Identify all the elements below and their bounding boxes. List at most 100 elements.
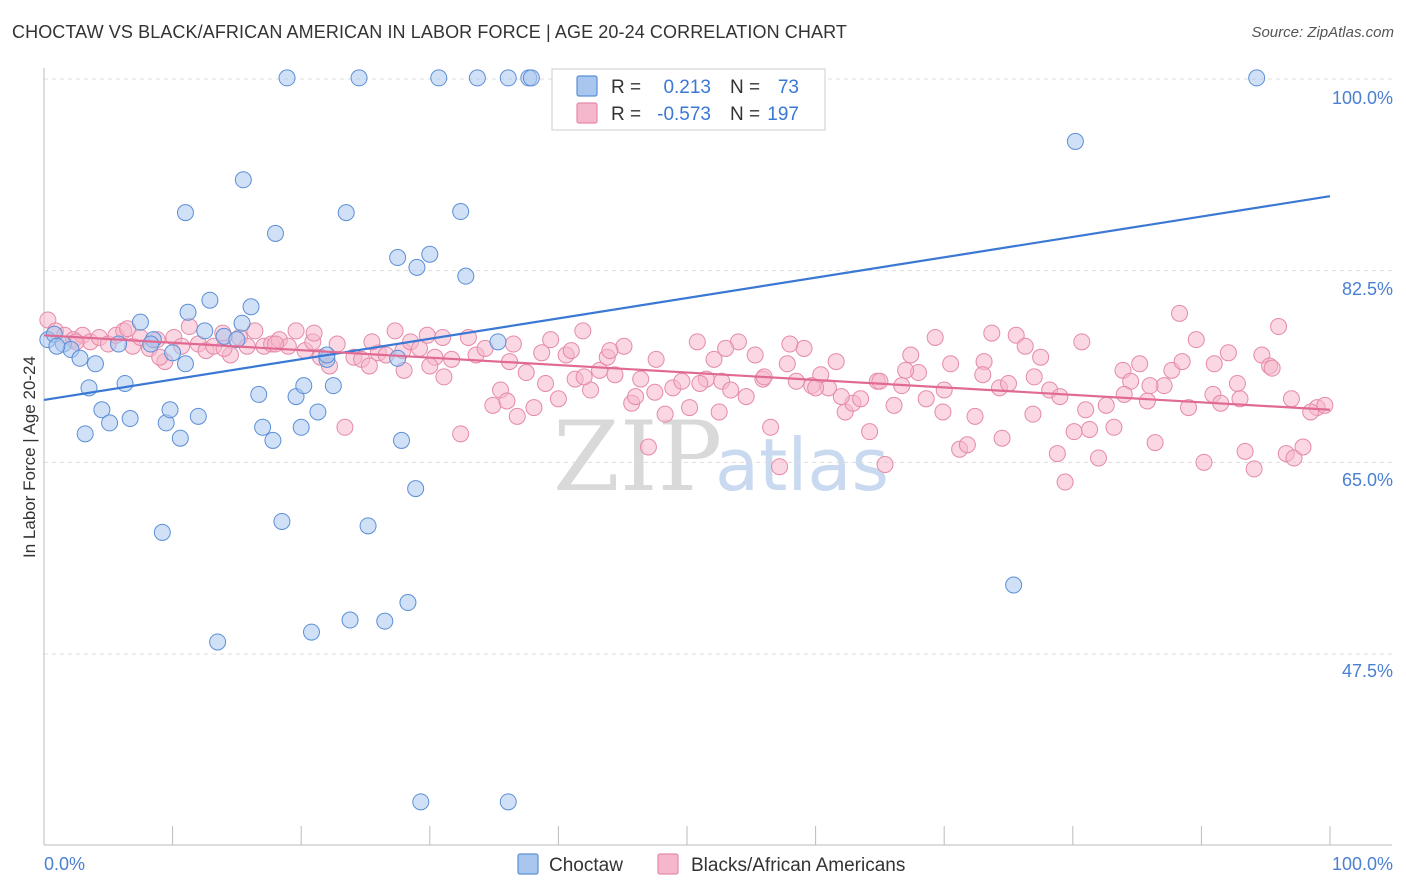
blacks-point — [688, 333, 706, 351]
blacks-point — [647, 350, 665, 368]
blacks-point — [574, 322, 592, 340]
blacks-point — [1065, 423, 1083, 441]
stat-n-value-choctaw: 73 — [778, 77, 799, 98]
legend-swatch-choctaw — [517, 853, 539, 875]
blacks-point — [1270, 318, 1288, 336]
blacks-point — [1155, 377, 1173, 395]
blacks-point — [781, 335, 799, 353]
choctaw-point — [161, 401, 179, 419]
blacks-point — [1228, 374, 1246, 392]
stat-r-value-choctaw: 0.213 — [663, 77, 711, 98]
chart-title: CHOCTAW VS BLACK/AFRICAN AMERICAN IN LAB… — [12, 22, 847, 42]
blacks-point — [452, 425, 470, 443]
choctaw-point — [179, 303, 197, 321]
blacks-point — [807, 379, 825, 397]
blacks-point — [533, 344, 551, 362]
x-tick-label-100: 100.0% — [1332, 854, 1393, 874]
blacks-point — [897, 361, 915, 379]
blacks-point — [562, 342, 580, 360]
choctaw-point — [430, 69, 448, 87]
choctaw-point — [131, 313, 149, 331]
choctaw-point — [93, 401, 111, 419]
blacks-point — [615, 337, 633, 355]
choctaw-point — [196, 322, 214, 340]
blacks-point — [1146, 434, 1164, 452]
blacks-point — [336, 418, 354, 436]
blacks-point — [1007, 326, 1025, 344]
blacks-point — [537, 374, 555, 392]
choctaw-point — [421, 245, 439, 263]
blacks-point — [601, 342, 619, 360]
choctaw-point — [176, 355, 194, 373]
source-label: Source: ZipAtlas.com — [1251, 24, 1394, 41]
legend-swatch-blacks — [657, 853, 679, 875]
blacks-point — [1236, 442, 1254, 460]
blacks-point — [1016, 337, 1034, 355]
blacks-point — [902, 346, 920, 364]
choctaw-point — [393, 431, 411, 449]
choctaw-point — [209, 633, 227, 651]
blacks-point — [1056, 473, 1074, 491]
choctaw-trend-line — [43, 195, 1331, 401]
stat-n-label-choctaw: N = — [730, 77, 760, 98]
y-axis-title: In Labor Force | Age 20-24 — [20, 356, 39, 558]
choctaw-point — [412, 793, 430, 811]
y-tick-label-100: 100.0% — [1332, 88, 1393, 108]
choctaw-point — [295, 377, 313, 395]
blacks-point — [993, 429, 1011, 447]
choctaw-point — [389, 349, 407, 367]
blacks-point — [435, 368, 453, 386]
choctaw-point — [302, 623, 320, 641]
blacks-point — [717, 339, 735, 357]
choctaw-point — [309, 403, 327, 421]
blacks-point — [1285, 449, 1303, 467]
choctaw-point — [468, 69, 486, 87]
choctaw-point — [254, 418, 272, 436]
blacks-point — [691, 374, 709, 392]
blacks-stat-swatch — [576, 102, 598, 124]
blacks-point — [363, 333, 381, 351]
choctaw-point — [176, 204, 194, 222]
choctaw-point — [48, 337, 66, 355]
legend-label-blacks: Blacks/African Americans — [691, 855, 905, 876]
blacks-point — [737, 388, 755, 406]
choctaw-point — [101, 414, 119, 432]
blacks-point — [1073, 333, 1091, 351]
choctaw-point — [389, 249, 407, 267]
choctaw-point — [164, 344, 182, 362]
blacks-point — [778, 355, 796, 373]
blacks-point — [246, 322, 264, 340]
blacks-point — [762, 418, 780, 436]
choctaw-point — [153, 523, 171, 541]
blacks-point — [1231, 390, 1249, 408]
choctaw-point — [452, 203, 470, 221]
blacks-point — [1263, 359, 1281, 377]
stat-r-label-choctaw: R = — [611, 77, 641, 98]
blacks-point — [1141, 377, 1159, 395]
blacks-point — [926, 328, 944, 346]
blacks-point — [656, 405, 674, 423]
y-tick-label-47-5: 47.5% — [1342, 661, 1393, 681]
blacks-point — [983, 324, 1001, 342]
blacks-point — [646, 383, 664, 401]
blacks-point — [287, 322, 305, 340]
blacks-point — [627, 388, 645, 406]
blacks-point — [305, 324, 323, 342]
blacks-point — [1032, 348, 1050, 366]
choctaw-point — [266, 224, 284, 242]
blacks-point — [517, 364, 535, 382]
choctaw-point — [86, 355, 104, 373]
x-tick-marks — [172, 826, 1331, 845]
blacks-point — [673, 372, 691, 390]
blacks-point — [1316, 396, 1334, 414]
choctaw-point — [324, 377, 342, 395]
choctaw-point — [337, 204, 355, 222]
blacks-point — [1000, 374, 1017, 392]
blacks-point — [1138, 392, 1156, 410]
choctaw-point — [121, 410, 139, 428]
blacks-point — [876, 456, 894, 474]
blacks-point — [1115, 385, 1133, 403]
blacks-point — [722, 381, 740, 399]
blacks-point — [508, 407, 526, 425]
y-tick-label-82-5: 82.5% — [1342, 279, 1393, 299]
